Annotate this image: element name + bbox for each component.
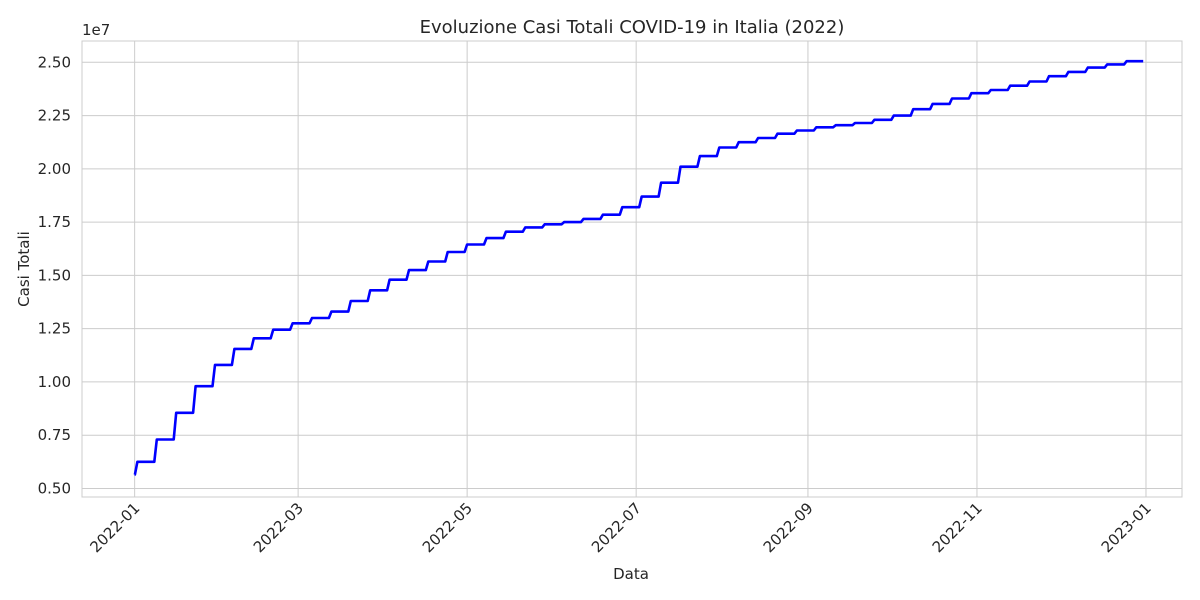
x-tick-label: 2022-09 — [760, 499, 817, 556]
series-line — [133, 59, 1144, 476]
plot-frame — [81, 40, 1183, 498]
y-tick-label: 1.25 — [38, 320, 71, 338]
x-tick-label: 2022-07 — [588, 499, 645, 556]
chart-title: Evoluzione Casi Totali COVID-19 in Itali… — [420, 17, 845, 38]
y-tick-labels: 0.50 0.75 1.00 1.25 1.50 1.75 2.00 2.25 2.50 — [38, 53, 71, 497]
y-tick-label: 1.00 — [38, 373, 71, 391]
x-tick-label: 2023-01 — [1098, 499, 1155, 556]
y-axis-label: Casi Totali — [15, 231, 33, 307]
y-tick-label: 1.50 — [38, 266, 71, 284]
y-tick-label: 0.75 — [38, 426, 71, 444]
y-tick-label: 2.25 — [38, 107, 71, 125]
y-tick-label: 2.50 — [38, 53, 71, 71]
x-tick-label: 2022-05 — [419, 499, 476, 556]
grid-lines — [82, 41, 1182, 497]
x-tick-label: 2022-01 — [86, 499, 143, 556]
y-tick-label: 1.75 — [38, 213, 71, 231]
x-tick-labels: 2022-01 2022-03 2022-05 2022-07 2022-09 2022-… — [86, 499, 1154, 556]
y-tick-label: 0.50 — [38, 479, 71, 497]
y-tick-label: 2.00 — [38, 160, 71, 178]
x-axis-label: Data — [613, 565, 649, 583]
x-tick-label: 2022-03 — [250, 499, 307, 556]
x-tick-label: 2022-11 — [929, 499, 986, 556]
series-layer — [133, 59, 1144, 476]
y-offset-label: 1e7 — [82, 21, 110, 39]
